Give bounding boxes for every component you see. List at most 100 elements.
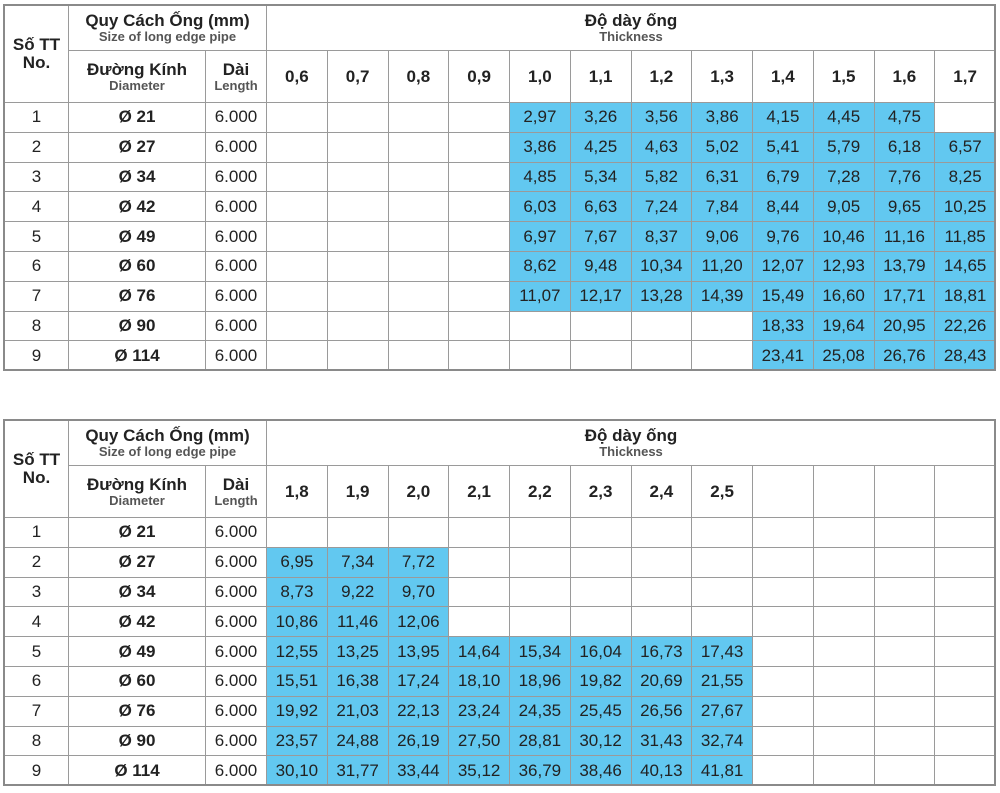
weight-value: 4,63 (644, 137, 678, 157)
diameter-text: Ø 27 (118, 137, 156, 157)
weight-cell (326, 221, 389, 252)
weight-cell: 3,86 (691, 102, 753, 133)
weight-cell: 13,79 (873, 251, 936, 282)
weight-cell: 3,26 (569, 102, 632, 133)
weight-cell (630, 576, 693, 608)
weight-cell: 13,95 (387, 636, 450, 667)
weight-value: 31,43 (640, 731, 683, 751)
weight-cell: 2,97 (509, 102, 571, 133)
row-number-text: 1 (31, 522, 42, 542)
weight-value: 5,34 (584, 167, 618, 187)
weight-value: 19,82 (579, 671, 622, 691)
header-subtext: Size of long edge pipe (98, 29, 237, 45)
weight-cell (448, 606, 510, 638)
weight-value: 11,16 (883, 226, 926, 246)
weight-cell (266, 102, 328, 133)
row-number: 1 (4, 102, 69, 133)
diameter-text: Ø 34 (118, 167, 156, 187)
weight-cell (934, 102, 996, 133)
weight-cell: 27,50 (448, 725, 510, 757)
length-header: Dài Length (205, 50, 267, 103)
weight-cell (691, 576, 753, 608)
diameter-header: Đường Kính Diameter (68, 50, 206, 103)
weight-value: 5,82 (644, 167, 678, 187)
weight-cell: 27,67 (691, 695, 753, 727)
weight-cell (691, 517, 753, 548)
header-subtext: Diameter (109, 492, 165, 508)
weight-cell (569, 546, 632, 578)
weight-cell: 15,51 (266, 666, 328, 697)
row-number-text: 6 (31, 256, 42, 276)
weight-cell (326, 340, 389, 372)
row-number-text: 2 (31, 137, 42, 157)
row-number-text: 1 (31, 107, 42, 127)
weight-cell (448, 102, 510, 133)
weight-cell: 17,24 (387, 666, 450, 697)
thickness-value: 2,2 (528, 481, 552, 501)
weight-cell: 25,45 (569, 695, 632, 727)
weight-cell (873, 666, 936, 697)
weight-value: 25,45 (579, 701, 622, 721)
weight-cell: 26,76 (873, 340, 936, 372)
weight-value: 10,34 (640, 256, 683, 276)
weight-value: 6,03 (523, 196, 557, 216)
weight-value: 9,05 (827, 196, 861, 216)
header-text: No. (22, 53, 51, 72)
weight-cell: 26,56 (630, 695, 693, 727)
weight-value: 3,86 (705, 107, 739, 127)
thickness-value: 0,7 (345, 66, 370, 86)
length-text: 6.000 (214, 760, 258, 780)
weight-value: 20,95 (883, 316, 926, 336)
row-number-text: 3 (31, 167, 42, 187)
weight-value: 41,81 (700, 760, 744, 780)
weight-value: 7,76 (887, 167, 921, 187)
diameter-text: Ø 49 (118, 641, 156, 661)
thickness-column: 1,9 (326, 465, 389, 518)
header-subtext: Thickness (599, 444, 663, 460)
thickness-column: 2,3 (569, 465, 632, 518)
row-number-text: 2 (31, 552, 42, 572)
thickness-column: 1,2 (630, 50, 693, 103)
weight-cell: 20,95 (873, 310, 936, 342)
header-subtext: Length (214, 77, 258, 93)
weight-cell (448, 576, 510, 608)
row-number-text: 7 (31, 701, 42, 721)
thickness-column: 1,3 (691, 50, 753, 103)
length-text: 6.000 (214, 731, 258, 751)
weight-cell (873, 725, 936, 757)
weight-cell (934, 725, 996, 757)
weight-cell (387, 102, 450, 133)
weight-value: 5,79 (827, 137, 861, 157)
weight-cell: 9,06 (691, 221, 753, 252)
weight-value: 7,84 (705, 196, 739, 216)
weight-value: 18,10 (457, 671, 501, 691)
weight-cell (448, 191, 510, 223)
weight-value: 12,17 (579, 286, 622, 306)
weight-cell: 10,86 (266, 606, 328, 638)
thickness-value: 2,5 (710, 481, 734, 501)
weight-cell: 6,03 (509, 191, 571, 223)
weight-value: 13,79 (883, 256, 926, 276)
thickness-value: 0,8 (406, 66, 431, 86)
length-cell: 6.000 (205, 280, 267, 312)
row-number: 2 (4, 546, 69, 578)
row-number: 7 (4, 695, 69, 727)
weight-cell: 7,76 (873, 161, 936, 193)
weight-cell: 25,08 (812, 340, 875, 372)
weight-cell (812, 606, 875, 638)
weight-cell (752, 695, 814, 727)
weight-value: 17,24 (397, 671, 440, 691)
weight-cell: 11,85 (934, 221, 996, 252)
length-header: Dài Length (205, 465, 267, 518)
weight-value: 19,64 (822, 316, 865, 336)
row-number: 2 (4, 131, 69, 163)
weight-cell: 20,69 (630, 666, 693, 697)
weight-cell (630, 606, 693, 638)
length-cell: 6.000 (205, 221, 267, 252)
row-number: 9 (4, 340, 69, 372)
length-text: 6.000 (214, 256, 258, 276)
weight-cell (934, 606, 996, 638)
header-text: Độ dày ống (584, 11, 678, 31)
weight-cell: 6,97 (509, 221, 571, 252)
weight-cell (752, 725, 814, 757)
